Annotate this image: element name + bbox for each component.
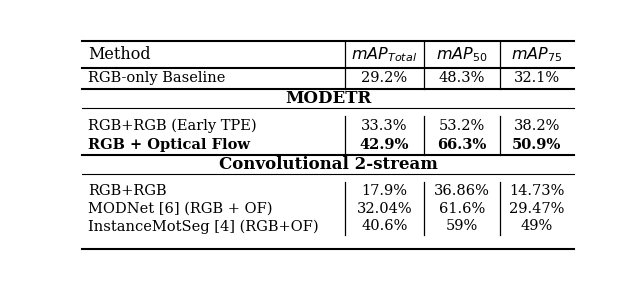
Text: 32.1%: 32.1% [514,71,560,86]
Text: 40.6%: 40.6% [362,220,408,233]
Text: $mAP_{75}$: $mAP_{75}$ [511,45,563,64]
Text: Method: Method [88,46,151,63]
Text: Convolutional 2-stream: Convolutional 2-stream [219,156,437,173]
Text: RGB+RGB: RGB+RGB [88,184,167,198]
Text: 66.3%: 66.3% [437,138,486,152]
Text: MODNet [6] (RGB + OF): MODNet [6] (RGB + OF) [88,202,273,216]
Text: MODETR: MODETR [285,90,371,107]
Text: $mAP_{50}$: $mAP_{50}$ [436,45,488,64]
Text: RGB-only Baseline: RGB-only Baseline [88,71,226,86]
Text: 38.2%: 38.2% [514,119,560,133]
Text: 33.3%: 33.3% [362,119,408,133]
Text: InstanceMotSeg [4] (RGB+OF): InstanceMotSeg [4] (RGB+OF) [88,219,319,234]
Text: 50.9%: 50.9% [512,138,561,152]
Text: 14.73%: 14.73% [509,184,564,198]
Text: $mAP_{Total}$: $mAP_{Total}$ [351,45,418,64]
Text: 29.47%: 29.47% [509,202,564,216]
Text: 42.9%: 42.9% [360,138,410,152]
Text: 59%: 59% [446,220,478,233]
Text: 53.2%: 53.2% [439,119,485,133]
Text: 32.04%: 32.04% [356,202,412,216]
Text: 17.9%: 17.9% [362,184,408,198]
Text: 48.3%: 48.3% [439,71,485,86]
Text: 29.2%: 29.2% [362,71,408,86]
Text: 36.86%: 36.86% [434,184,490,198]
Text: RGB+RGB (Early TPE): RGB+RGB (Early TPE) [88,119,257,133]
Text: 61.6%: 61.6% [439,202,485,216]
Text: 49%: 49% [521,220,553,233]
Text: RGB + Optical Flow: RGB + Optical Flow [88,138,250,152]
